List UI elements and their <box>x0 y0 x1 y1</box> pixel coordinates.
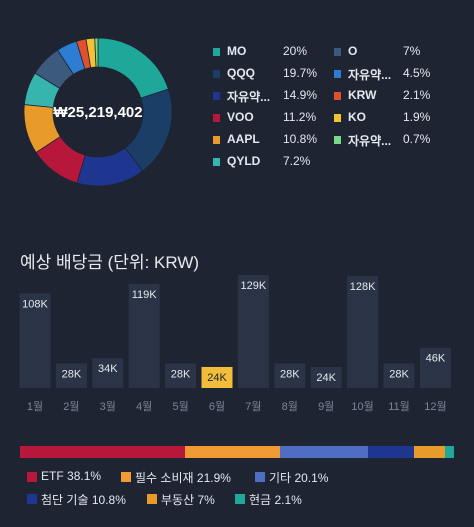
bar-value-label: 28K <box>62 368 82 380</box>
alloc-label: 부동산 7% <box>161 493 215 507</box>
legend-label: QQQ <box>227 66 256 80</box>
alloc-label: 기타 20.1% <box>269 471 329 485</box>
legend-label: KO <box>348 110 366 124</box>
donut-svg <box>23 37 173 187</box>
legend-swatch <box>334 70 341 78</box>
legend-pct: 1.9% <box>403 110 431 124</box>
legend-pct: 7.2% <box>283 154 311 168</box>
alloc-label: 현금 2.1% <box>249 493 302 507</box>
legend-label: MO <box>227 44 247 58</box>
legend-swatch <box>334 114 341 122</box>
legend-pct: 19.7% <box>283 66 318 80</box>
bar-2[interactable] <box>55 363 87 388</box>
alloc-segment-4[interactable] <box>367 446 415 458</box>
legend-label: 자유약... <box>227 90 271 104</box>
legend-swatch <box>213 158 220 166</box>
month-label: 6월 <box>209 400 225 413</box>
legend-label: 자유약... <box>348 68 392 82</box>
bar-4[interactable] <box>128 283 160 388</box>
alloc-segment-3[interactable] <box>280 446 368 458</box>
legend-pct: 0.7% <box>403 132 431 146</box>
alloc-swatch <box>235 494 245 504</box>
bar-8[interactable] <box>274 363 306 388</box>
alloc-swatch <box>27 472 37 482</box>
legend-label: QYLD <box>227 154 261 168</box>
legend-swatch <box>213 114 220 122</box>
month-label: 3월 <box>100 400 116 413</box>
month-label: 4월 <box>136 400 152 413</box>
legend-pct: 2.1% <box>403 88 431 102</box>
bar-1[interactable] <box>19 293 51 388</box>
alloc-swatch <box>147 494 157 504</box>
month-label: 2월 <box>63 400 79 413</box>
alloc-segment-5[interactable] <box>414 446 445 458</box>
alloc-swatch <box>121 472 131 482</box>
legend-swatch <box>213 136 220 144</box>
portfolio-donut-chart[interactable]: ₩25,219,402 <box>22 36 174 188</box>
month-label: 5월 <box>172 400 188 413</box>
bar-6[interactable] <box>201 366 233 388</box>
legend-swatch <box>334 92 341 100</box>
dividend-section-title: 예상 배당금 (단위: KRW) <box>20 253 200 272</box>
alloc-segment-6[interactable] <box>444 446 454 458</box>
legend-label: VOO <box>227 110 254 124</box>
bar-5[interactable] <box>165 363 197 388</box>
portfolio-total: ₩25,219,402 <box>53 103 143 121</box>
legend-pct: 4.5% <box>403 66 431 80</box>
legend-label: O <box>348 44 358 58</box>
donut-slice-11[interactable] <box>94 37 99 68</box>
bar-value-label: 119K <box>132 289 158 301</box>
bar-value-label: 28K <box>389 368 409 380</box>
month-label: 11월 <box>388 400 410 413</box>
bar-10[interactable] <box>347 275 379 388</box>
monthly-dividend-bar-chart[interactable]: 108K 1월 28K 2월 34K 3월 119K 4월 28K 5월 24K 6월 129K 7월 28… <box>0 270 474 420</box>
legend-pct: 10.8% <box>283 132 318 146</box>
month-label: 9월 <box>318 400 334 413</box>
bar-7[interactable] <box>237 275 269 388</box>
month-label: 1월 <box>27 400 43 413</box>
alloc-label: ETF 38.1% <box>41 469 102 483</box>
legend-pct: 14.9% <box>283 88 318 102</box>
bar-12[interactable] <box>419 347 451 388</box>
alloc-label: 첨단 기술 10.8% <box>41 493 126 507</box>
legend-swatch <box>334 48 341 56</box>
legend-label: AAPL <box>227 132 260 146</box>
bar-value-label: 34K <box>98 363 118 375</box>
sector-allocation-bar[interactable] <box>20 446 454 458</box>
alloc-swatch <box>27 494 37 504</box>
alloc-segment-1[interactable] <box>20 446 186 458</box>
alloc-label: 필수 소비재 21.9% <box>135 471 231 485</box>
bar-value-label: 129K <box>241 280 267 292</box>
legend-swatch <box>213 70 220 78</box>
legend-pct: 11.2% <box>283 110 317 124</box>
bar-11[interactable] <box>383 363 415 388</box>
legend-label: KRW <box>348 88 377 102</box>
legend-swatch <box>213 48 220 56</box>
month-label: 12월 <box>424 400 446 413</box>
legend-swatch <box>213 92 220 100</box>
bar-value-label: 108K <box>22 298 48 310</box>
bar-value-label: 28K <box>171 368 191 380</box>
bar-value-label: 24K <box>316 372 336 384</box>
alloc-swatch <box>255 472 265 482</box>
month-label: 7월 <box>245 400 261 413</box>
month-label: 8월 <box>282 400 298 413</box>
bar-3[interactable] <box>92 358 124 388</box>
bar-value-label: 24K <box>207 372 227 384</box>
legend-label: 자유약... <box>348 134 392 148</box>
bar-9[interactable] <box>310 366 342 388</box>
legend-swatch <box>334 136 341 144</box>
bar-value-label: 28K <box>280 368 300 380</box>
legend-pct: 20% <box>283 44 308 58</box>
bar-value-label: 128K <box>350 281 376 293</box>
alloc-segment-2[interactable] <box>185 446 281 458</box>
month-label: 10월 <box>351 400 373 413</box>
bar-value-label: 46K <box>426 353 446 365</box>
legend-pct: 7% <box>403 44 421 58</box>
